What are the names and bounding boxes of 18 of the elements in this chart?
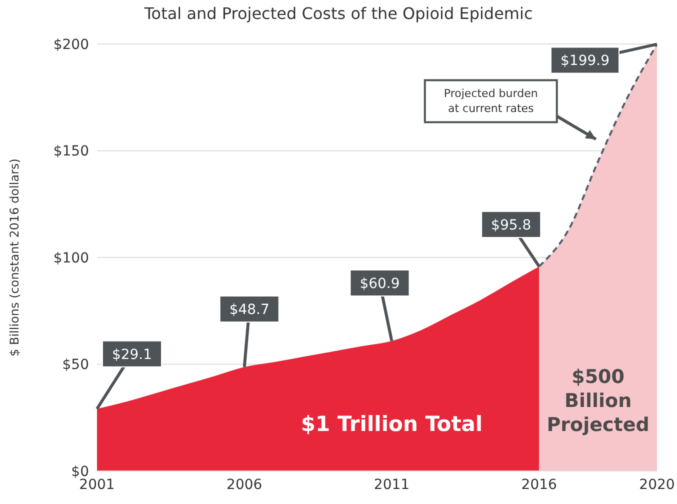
data-label: $48.7 bbox=[229, 302, 270, 318]
y-axis-title: $ Billions (constant 2016 dollars) bbox=[7, 158, 22, 356]
y-tick-label: $100 bbox=[53, 250, 89, 266]
x-tick-label: 2006 bbox=[226, 476, 262, 493]
annotation: $500 Billion Projected bbox=[546, 366, 650, 436]
y-tick-label: $50 bbox=[62, 357, 89, 374]
x-tick-label: 2016 bbox=[521, 476, 558, 493]
y-tick-label: $150 bbox=[53, 144, 89, 160]
data-label: $199.9 bbox=[560, 53, 610, 70]
annotation: $1 Trillion Total bbox=[300, 412, 483, 436]
x-tick-label: 2011 bbox=[374, 476, 410, 493]
annotation: Projected burden at current rates bbox=[444, 87, 538, 116]
chart-title: Total and Projected Costs of the Opioid Epidemic bbox=[143, 4, 534, 23]
data-label: $95.8 bbox=[491, 217, 532, 234]
data-label: $60.9 bbox=[360, 276, 400, 292]
data-label: $29.1 bbox=[112, 346, 152, 363]
x-tick-label: 2020 bbox=[639, 476, 675, 493]
y-tick-label: $200 bbox=[53, 36, 89, 53]
